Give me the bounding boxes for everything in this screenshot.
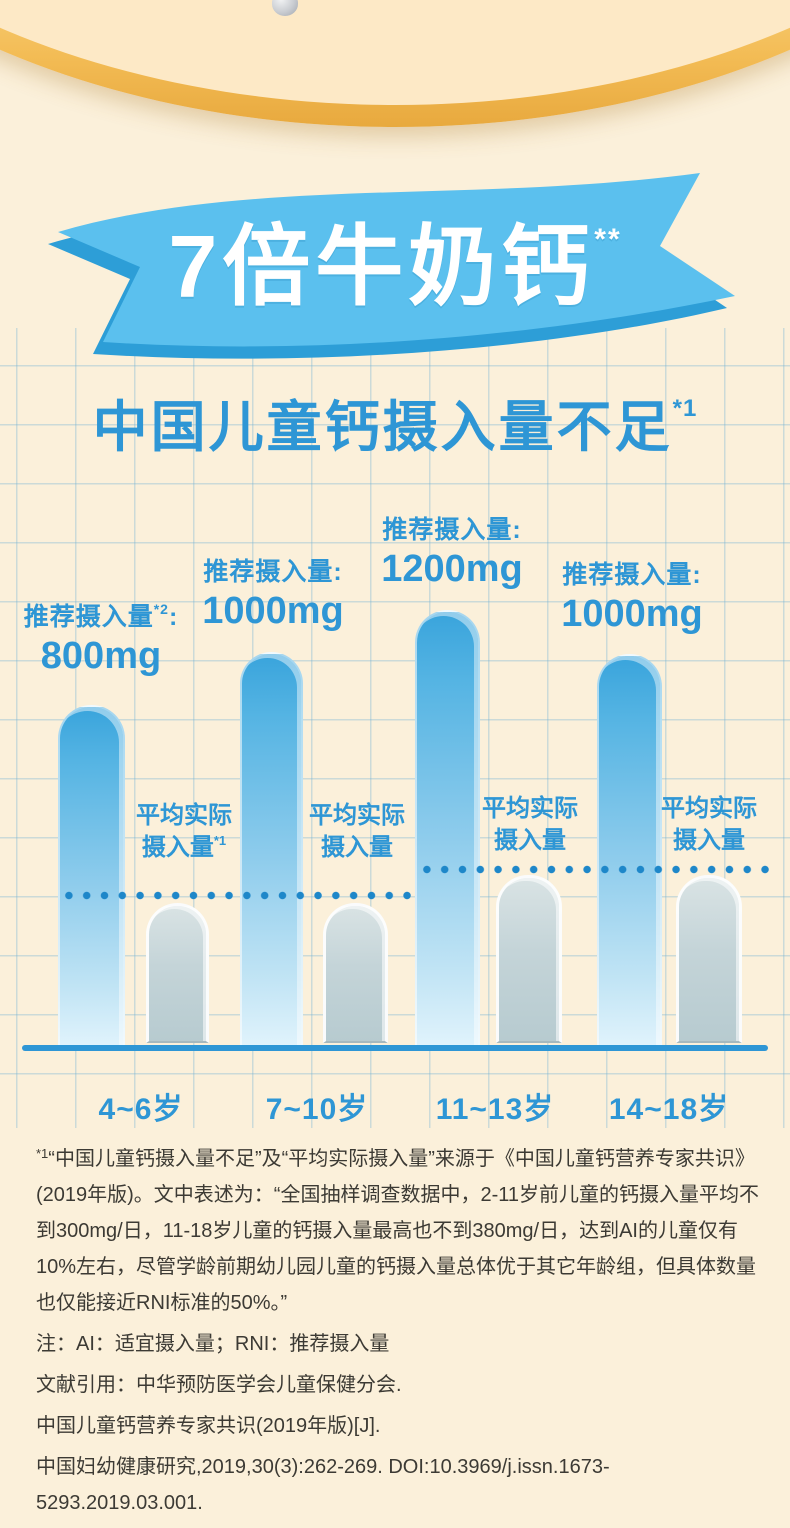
page-title: 中国儿童钙摄入量不足*1	[0, 382, 790, 462]
bar-recommended-14-18	[597, 654, 662, 1046]
bar-recommended-4-6	[58, 705, 125, 1046]
bar-actual-11-13	[496, 875, 562, 1043]
label-actual-14-18: 平均实际 摄入量	[661, 795, 757, 855]
recommended-superscript: *2	[153, 601, 169, 617]
label-recommended-14-18: 推荐摄入量: 1000mg	[561, 561, 703, 635]
recommended-value: 1200mg	[381, 548, 523, 590]
label-recommended-4-6: 推荐摄入量*2: 800mg	[23, 601, 179, 677]
axis-label-age-14-18: 14~18岁	[608, 1093, 730, 1126]
dotted-line-groups-1-2	[60, 891, 412, 900]
ribbon-front-layer	[58, 173, 735, 347]
axis-label-age-7-10: 7~10岁	[265, 1093, 369, 1126]
bar-actual-4-6	[146, 903, 209, 1043]
banner-superscript: **	[594, 223, 622, 256]
ribbon-banner-shape	[48, 173, 735, 359]
footnotes-block: *1“中国儿童钙摄入量不足”及“平均实际摄入量”来源于《中国儿童钙营养专家共识》…	[36, 1136, 762, 1528]
actual-superscript: *1	[213, 833, 227, 849]
bar-recommended-7-10	[240, 652, 303, 1046]
label-actual-7-10: 平均实际 摄入量	[309, 802, 405, 862]
footnote-source-1: *1“中国儿童钙摄入量不足”及“平均实际摄入量”来源于《中国儿童钙营养专家共识》…	[36, 1146, 760, 1314]
footnote-abbreviations: 注：AI：适宜摄入量；RNI：推荐摄入量	[36, 1333, 390, 1355]
label-actual-11-13: 平均实际 摄入量	[482, 795, 578, 855]
label-recommended-7-10: 推荐摄入量: 1000mg	[202, 558, 344, 632]
bar-actual-7-10	[323, 903, 388, 1043]
footnote-citation-society: 文献引用：中华预防医学会儿童保健分会.	[36, 1374, 402, 1396]
spoon-tip-decoration	[272, 0, 298, 16]
axis-label-age-4-6: 4~6岁	[98, 1093, 184, 1126]
footnote-source-2: *2数据来源于《中国居民膳食指南（2022）》	[36, 1521, 762, 1528]
chart-baseline	[22, 1045, 768, 1051]
axis-label-age-11-13: 11~13岁	[435, 1093, 555, 1126]
label-actual-4-6: 平均实际 摄入量*1	[136, 802, 232, 862]
recommended-value: 1000mg	[202, 590, 344, 632]
page-title-superscript: *1	[672, 395, 698, 422]
recommended-value: 1000mg	[561, 593, 703, 635]
footnote-citation-title: 中国儿童钙营养专家共识(2019年版)[J].	[36, 1415, 381, 1437]
banner-title-text: 7倍牛奶钙	[168, 217, 595, 316]
banner-title: 7倍牛奶钙**	[0, 196, 790, 323]
bar-actual-14-18	[676, 875, 742, 1043]
bar-recommended-11-13	[415, 610, 480, 1046]
recommended-value: 800mg	[40, 635, 162, 677]
label-recommended-11-13: 推荐摄入量: 1200mg	[381, 516, 523, 590]
page-title-text: 中国儿童钙摄入量不足	[92, 396, 673, 458]
dotted-line-groups-3-4	[418, 865, 776, 874]
footnote-citation-journal: 中国妇幼健康研究,2019,30(3):262-269. DOI:10.3969…	[36, 1456, 610, 1514]
